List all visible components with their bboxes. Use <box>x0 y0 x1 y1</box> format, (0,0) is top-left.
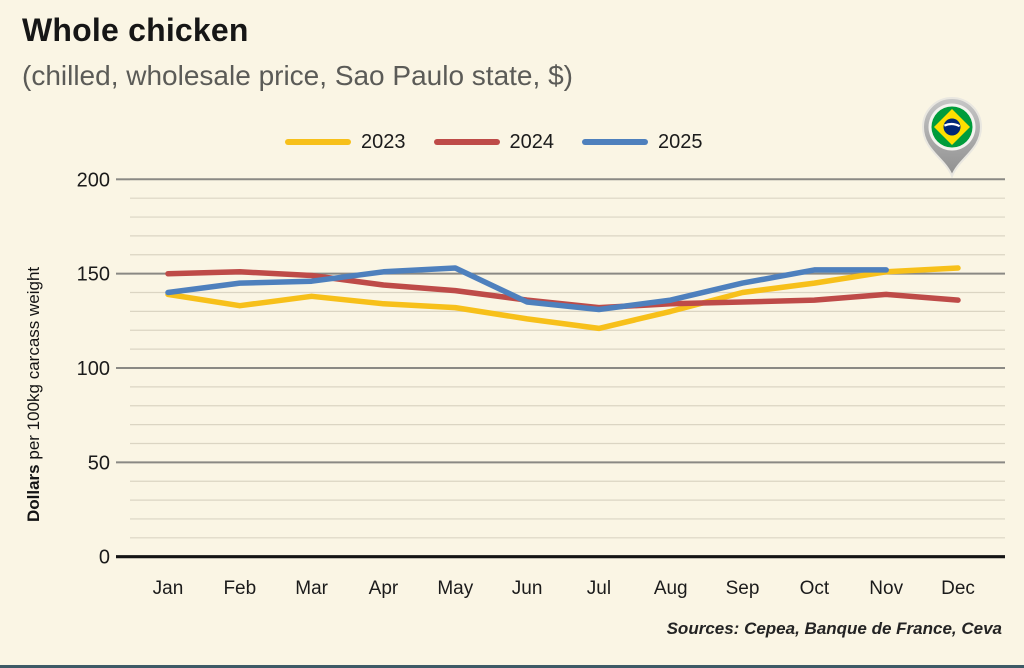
source-note: Sources: Cepea, Banque de France, Ceva <box>666 619 1002 638</box>
x-axis-label: Sep <box>726 578 760 599</box>
series-line-2025 <box>165 265 889 313</box>
bottom-edge-strip <box>0 665 1024 668</box>
legend-label-2024: 2024 <box>509 130 555 153</box>
x-axis-label: Dec <box>941 578 975 599</box>
page-subtitle: (chilled, wholesale price, Sao Paulo sta… <box>22 60 573 91</box>
legend-swatch-2025 <box>582 139 648 145</box>
y-axis-label: 150 <box>77 264 110 286</box>
legend-swatch-2023 <box>285 139 351 145</box>
series-line-2023 <box>165 265 961 332</box>
legend-item-2023: 2023 <box>285 131 406 154</box>
y-axis-title-bold: Dollars <box>24 464 43 522</box>
y-axis-label: 100 <box>77 358 110 380</box>
x-axis-label: Aug <box>654 578 688 599</box>
y-axis-label: 0 <box>99 547 110 569</box>
x-axis-label: Jan <box>153 578 184 599</box>
legend-item-2024: 2024 <box>433 130 555 154</box>
x-axis-label: Oct <box>800 578 830 599</box>
y-axis-title: Dollars per 100kg carcass weight <box>24 267 44 522</box>
y-axis-title-rest: per 100kg carcass weight <box>24 266 43 465</box>
x-axis-label: Mar <box>295 578 328 599</box>
legend: 2023 2024 2025 <box>285 129 703 155</box>
flag-white-band <box>943 122 961 128</box>
x-axis-label: Nov <box>869 578 903 599</box>
legend-label-2023: 2023 <box>361 130 406 153</box>
legend-swatch-2024 <box>433 139 500 145</box>
page-title: Whole chicken <box>22 12 249 48</box>
x-axis-label: Jul <box>587 578 611 599</box>
legend-item-2025: 2025 <box>582 131 703 154</box>
x-axis-label: Jun <box>512 578 543 599</box>
brazil-flag-map-pin-icon <box>921 97 983 179</box>
y-axis-label: 200 <box>77 169 110 191</box>
y-axis-label: 50 <box>88 452 110 474</box>
x-axis-label: Apr <box>369 578 399 599</box>
legend-label-2025: 2025 <box>658 130 703 153</box>
flag-blue-globe <box>943 118 961 136</box>
x-axis-label: Feb <box>223 578 256 599</box>
x-axis-label: May <box>437 578 473 599</box>
